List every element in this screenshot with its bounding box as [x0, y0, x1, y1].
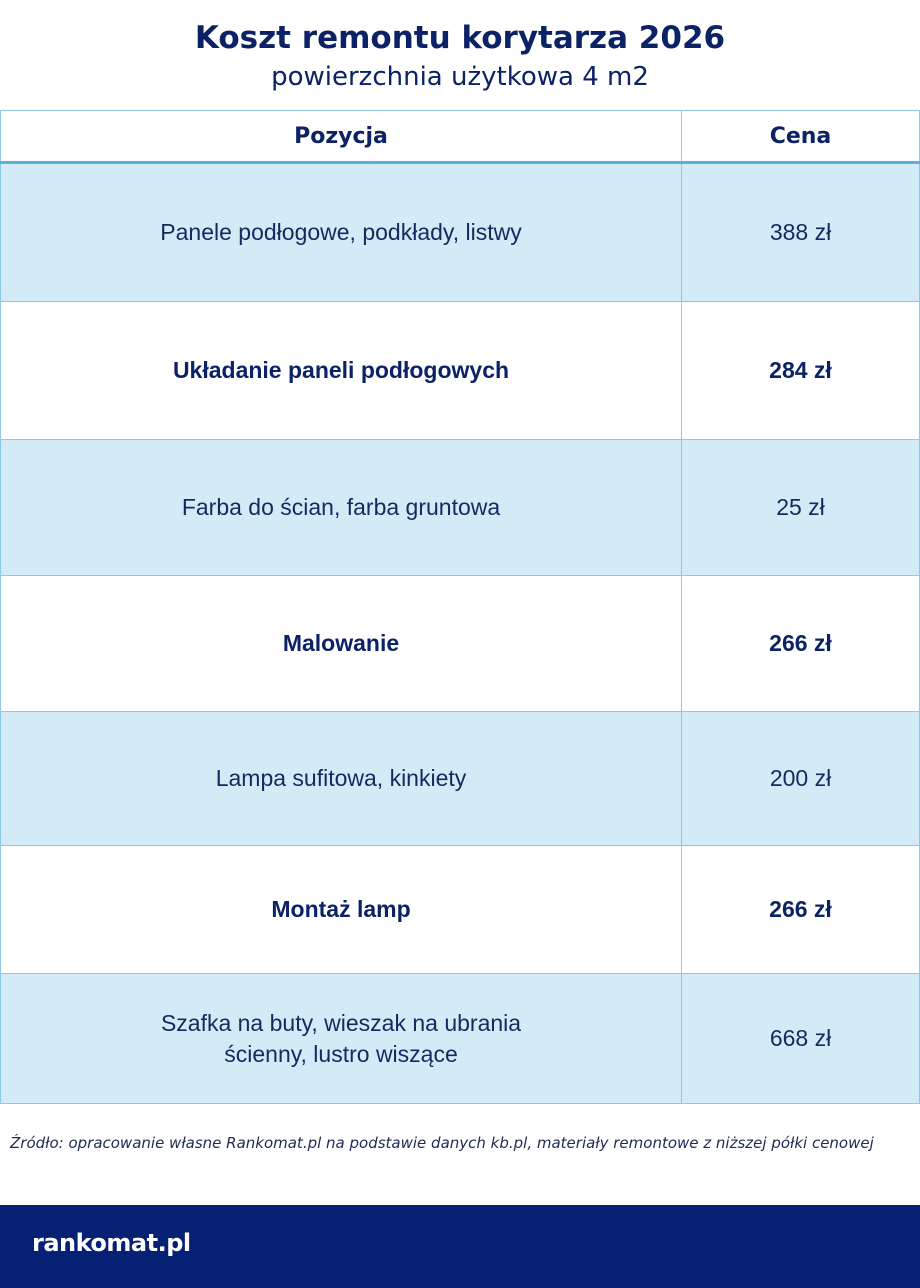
item-cell: Układanie paneli podłogowych [0, 301, 682, 440]
price-cell: 266 zł [681, 845, 920, 974]
table-row: Farba do ścian, farba gruntowa 25 zł [0, 439, 920, 576]
page-subtitle: powierzchnia użytkowa 4 m2 [271, 62, 649, 92]
price-cell: 284 zł [681, 301, 920, 440]
table-row: Szafka na buty, wieszak na ubrania ścien… [0, 973, 920, 1104]
column-header-item: Pozycja [0, 110, 682, 164]
item-cell: Montaż lamp [0, 845, 682, 974]
table-header: Pozycja Cena [0, 110, 920, 164]
footer-bar: rankomat.pl [0, 1205, 920, 1288]
item-cell: Farba do ścian, farba gruntowa [0, 439, 682, 576]
table-row: Montaż lamp 266 zł [0, 845, 920, 974]
price-cell: 266 zł [681, 575, 920, 712]
rankomat-logo: rankomat.pl [32, 1229, 191, 1257]
page-title: Koszt remontu korytarza 2026 [194, 20, 726, 56]
table-row: Układanie paneli podłogowych 284 zł [0, 301, 920, 440]
table-row: Malowanie 266 zł [0, 575, 920, 712]
item-cell: Panele podłogowe, podkłady, listwy [0, 162, 682, 302]
price-cell: 388 zł [681, 162, 920, 302]
price-cell: 200 zł [681, 711, 920, 846]
column-header-price: Cena [681, 110, 920, 164]
table-row: Lampa sufitowa, kinkiety 200 zł [0, 711, 920, 846]
source-note: Źródło: opracowanie własne Rankomat.pl n… [10, 1134, 874, 1152]
item-cell: Lampa sufitowa, kinkiety [0, 711, 682, 846]
price-cell: 25 zł [681, 439, 920, 576]
item-cell: Malowanie [0, 575, 682, 712]
table-row: Panele podłogowe, podkłady, listwy 388 zł [0, 162, 920, 302]
cost-table: Pozycja Cena Panele podłogowe, podkłady,… [0, 110, 920, 1104]
price-cell: 668 zł [681, 973, 920, 1104]
item-cell: Szafka na buty, wieszak na ubrania ścien… [0, 973, 682, 1104]
